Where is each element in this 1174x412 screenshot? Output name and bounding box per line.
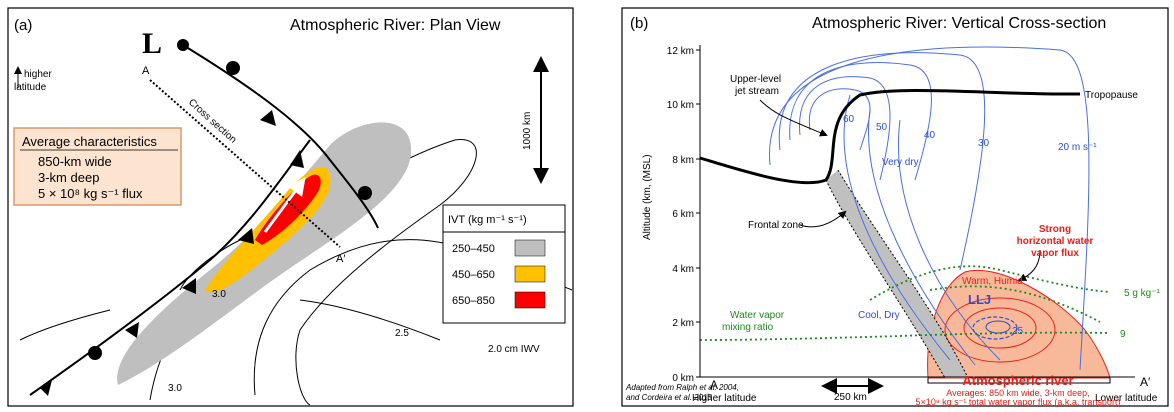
legend-entry: 450–650 <box>452 269 495 281</box>
contour-label: 2.0 cm IWV <box>488 344 540 355</box>
right-end: A′ <box>1140 375 1151 389</box>
panel-title: Atmospheric River: Plan View <box>290 17 501 34</box>
y-axis-label: Altitude (km, (MSL) <box>642 154 653 240</box>
wind-label: 20 m s⁻¹ <box>1058 142 1097 153</box>
scale-label: 1000 km <box>522 112 533 150</box>
mixing-label: 9 <box>1120 329 1126 340</box>
warm-humid-label: Warm, Humid <box>962 276 1023 287</box>
characteristic: 3-km deep <box>38 170 99 185</box>
wind-label: 50 <box>876 122 888 133</box>
frontal-zone-label: Frontal zone <box>748 220 804 231</box>
y-tick-label: 4 km <box>672 264 694 275</box>
flux-label: vapor flux <box>1031 248 1079 259</box>
point-a-prime: A′ <box>336 253 345 265</box>
panel-label: (a) <box>14 17 32 34</box>
credit: Adapted from Ralph et al. 2004, <box>625 383 739 392</box>
legend-entry: 250–450 <box>452 243 495 255</box>
characteristic: 5 × 10⁸ kg s⁻¹ flux <box>38 186 143 201</box>
mixing-ratio-label: Water vapor <box>730 310 785 321</box>
point-a: A <box>142 65 150 77</box>
characteristic: 850-km wide <box>38 154 112 169</box>
contour-label: 3.0 <box>168 383 182 394</box>
north-label: latitude <box>14 82 47 93</box>
llj-speed: 25 <box>1012 326 1024 337</box>
legend-heading: IVT (kg m⁻¹ s⁻¹) <box>448 214 527 226</box>
wind-label: 40 <box>924 130 936 141</box>
panel-a: (a) Atmospheric River: Plan View L A A′ … <box>8 8 573 406</box>
legend-entry: 650–850 <box>452 295 495 307</box>
y-tick-label: 8 km <box>672 155 694 166</box>
low-symbol: L <box>142 27 162 60</box>
ar-details: 5×10⁸ kg s⁻¹ total water vapor flux (a.k… <box>916 397 1121 407</box>
llj-label: LLJ <box>968 292 991 307</box>
jet-label: Upper-level <box>730 74 781 85</box>
mixing-label: 5 g kg⁻¹ <box>1124 288 1161 299</box>
cool-dry-label: Cool, Dry <box>858 310 900 321</box>
panel-b: (b) Atmospheric River: Vertical Cross-se… <box>622 8 1168 407</box>
flux-label: Strong <box>1039 224 1071 235</box>
y-tick-label: 12 km <box>667 46 694 57</box>
figure: (a) Atmospheric River: Plan View L A A′ … <box>0 0 1174 412</box>
north-label: higher <box>24 69 52 80</box>
y-tick-label: 6 km <box>672 209 694 220</box>
wind-label: 60 <box>843 114 855 125</box>
flux-label: horizontal water <box>1017 236 1094 247</box>
credit: and Cordeira et al. 2013 <box>626 393 712 402</box>
contour-label: 3.0 <box>212 289 226 300</box>
mixing-ratio-label: mixing ratio <box>722 322 774 333</box>
characteristics-heading: Average characteristics <box>22 134 157 149</box>
wind-label: 30 <box>978 138 990 149</box>
y-tick-label: 10 km <box>667 100 694 111</box>
very-dry-label: Very dry <box>882 157 919 168</box>
contour-label: 2.5 <box>395 328 409 339</box>
distance-label: 250 km <box>834 392 867 403</box>
y-tick-label: 2 km <box>672 318 694 329</box>
panel-title: Atmospheric River: Vertical Cross-sectio… <box>812 15 1106 32</box>
jet-label: jet stream <box>734 86 779 97</box>
ar-title: Atmospheric river <box>962 373 1073 388</box>
panel-label: (b) <box>630 15 648 32</box>
tropopause-label: Tropopause <box>1085 90 1138 101</box>
